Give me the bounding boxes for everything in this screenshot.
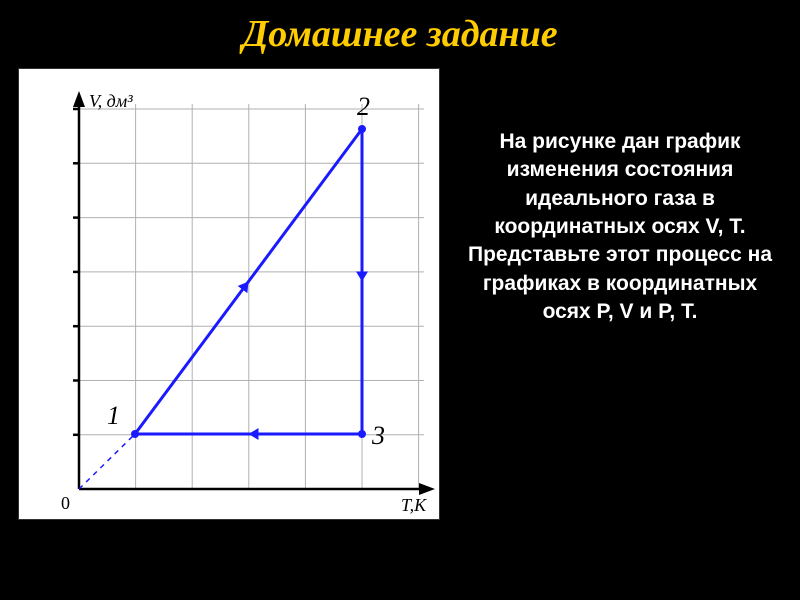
- svg-text:T,K: T,K: [401, 495, 427, 515]
- chart-svg: V, дм³ T,K 0 1 2 3: [19, 69, 439, 519]
- slide-title: Домашнее задание: [0, 0, 800, 64]
- svg-text:3: 3: [371, 421, 385, 450]
- svg-text:1: 1: [107, 401, 120, 430]
- svg-text:V, дм³: V, дм³: [89, 91, 133, 111]
- task-description: На рисунке дан график изменения состояни…: [440, 68, 800, 326]
- vt-chart: V, дм³ T,K 0 1 2 3: [18, 68, 440, 520]
- slide: Домашнее задание V, дм³ T,K 0 1 2 3 На рисунк…: [0, 0, 800, 600]
- svg-text:2: 2: [357, 92, 370, 121]
- content-row: V, дм³ T,K 0 1 2 3 На рисунке дан график изме…: [0, 68, 800, 520]
- svg-text:0: 0: [61, 493, 70, 513]
